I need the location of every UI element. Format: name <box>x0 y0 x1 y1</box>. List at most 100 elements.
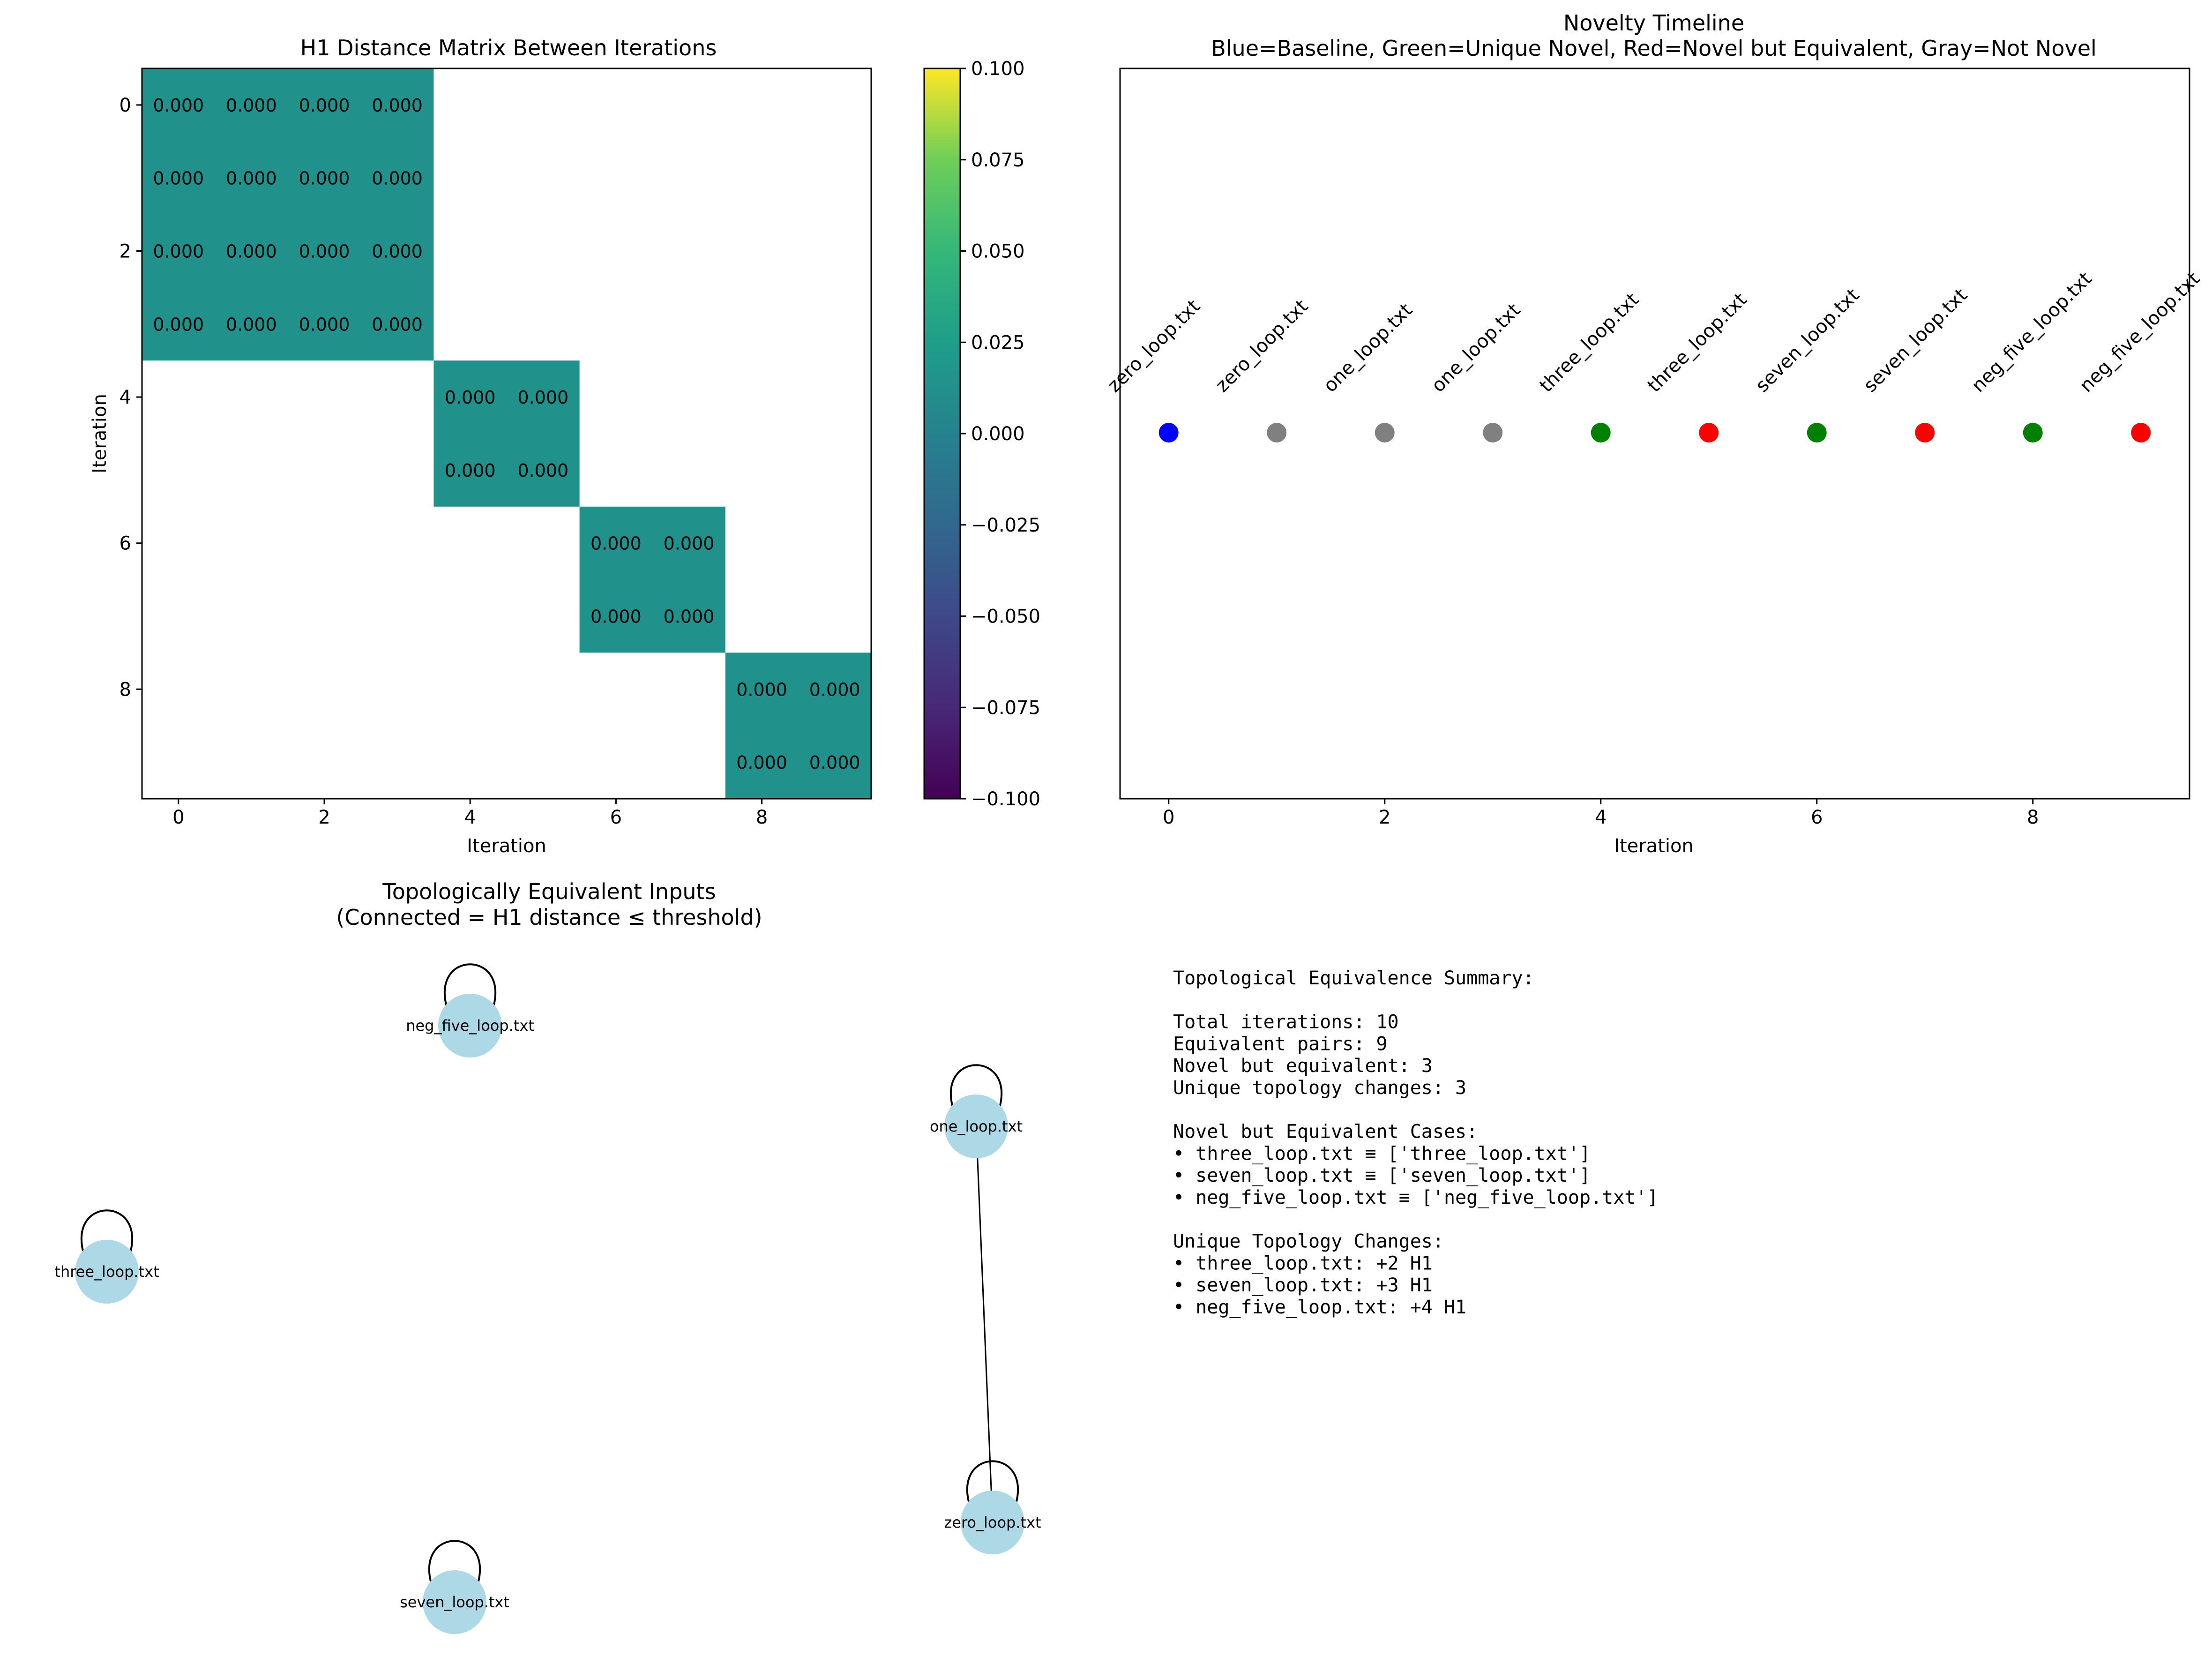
timeline-point-label: zero_loop.txt <box>1211 296 1313 397</box>
colorbar-tick-label: −0.100 <box>971 788 1040 810</box>
summary-line: Unique topology changes: 3 <box>1173 1077 1466 1099</box>
summary-line: Total iterations: 10 <box>1173 1012 1399 1033</box>
graph-self-loop <box>950 1064 1002 1114</box>
heatmap-y-tick-label: 8 <box>120 679 131 700</box>
heatmap-y-tick-label: 6 <box>120 533 131 555</box>
timeline-x-tick-label: 2 <box>1379 807 1390 828</box>
heatmap-cell-label: 0.000 <box>736 679 787 700</box>
heatmap-cell-label: 0.000 <box>226 168 277 189</box>
graph-node-label: neg_five_loop.txt <box>406 1017 534 1035</box>
summary-line: Novel but Equivalent Cases: <box>1173 1121 1478 1143</box>
summary-line: • neg_five_loop.txt ≡ ['neg_five_loop.tx… <box>1173 1187 1659 1208</box>
graph-nodes: neg_five_loop.txt one_loop.txt three_loop.… <box>54 994 1041 1634</box>
timeline-point-equivalent <box>1915 423 1935 442</box>
graph-self-loop <box>966 1460 1019 1510</box>
heatmap-x-tick-label: 2 <box>318 807 330 828</box>
heatmap-cell-label: 0.000 <box>590 607 642 627</box>
timeline-point-label: neg_five_loop.txt <box>1967 268 2096 397</box>
heatmap-y-tick-label: 2 <box>120 241 131 262</box>
heatmap-y-tick-label: 0 <box>120 95 131 116</box>
timeline-point-unique <box>2023 423 2043 442</box>
timeline-point-label: seven_loop.txt <box>1751 285 1863 397</box>
heatmap-block-3 <box>725 652 871 799</box>
heatmap-title: H1 Distance Matrix Between Iterations <box>300 35 717 60</box>
heatmap-cell-label: 0.000 <box>809 679 860 700</box>
colorbar-tick-label: 0.000 <box>971 423 1025 445</box>
heatmap-cell-label: 0.000 <box>517 460 568 481</box>
timeline-point-unique <box>1591 423 1611 442</box>
timeline-point-label: three_loop.txt <box>1644 289 1751 397</box>
summary-line: • three_loop.txt ≡ ['three_loop.txt'] <box>1173 1143 1591 1164</box>
heatmap-cell-label: 0.000 <box>153 241 204 262</box>
heatmap-cell-label: 0.000 <box>445 387 496 408</box>
timeline-point-not_novel <box>1267 423 1287 442</box>
heatmap-cell-label: 0.000 <box>372 241 423 262</box>
timeline-point-unique <box>1807 423 1827 442</box>
heatmap-x-label: Iteration <box>467 835 546 857</box>
timeline-point-label: neg_five_loop.txt <box>2076 268 2204 397</box>
heatmap-cell-label: 0.000 <box>372 314 423 335</box>
heatmap-cell-label: 0.000 <box>299 168 350 189</box>
graph-node <box>423 1570 486 1634</box>
timeline-point-equivalent <box>2131 423 2151 442</box>
heatmap-y-ticks: 0 2 4 6 8 <box>120 95 142 700</box>
heatmap-y-label: Iteration <box>89 394 111 473</box>
graph-node <box>944 1095 1008 1158</box>
heatmap-cell-label: 0.000 <box>664 607 715 627</box>
heatmap-cell-label: 0.000 <box>372 95 423 116</box>
graph-node-label: seven_loop.txt <box>400 1593 509 1611</box>
heatmap-cell-label: 0.000 <box>664 533 715 554</box>
graph-panel: Topologically Equivalent Inputs (Connect… <box>54 879 1041 1634</box>
graph-self-loop <box>428 1540 481 1590</box>
heatmap-cell-label: 0.000 <box>736 752 787 773</box>
colorbar-tick-label: 0.075 <box>971 150 1025 171</box>
graph-node-label: three_loop.txt <box>54 1263 159 1281</box>
heatmap-cells <box>142 68 871 799</box>
heatmap-x-tick-label: 0 <box>172 807 184 828</box>
heatmap-cell-label: 0.000 <box>153 314 204 335</box>
heatmap-cell-label: 0.000 <box>445 460 496 481</box>
graph-node-label: one_loop.txt <box>930 1117 1023 1135</box>
colorbar-tick-label: −0.025 <box>971 515 1040 536</box>
timeline-point-label: zero_loop.txt <box>1103 296 1204 397</box>
heatmap-cell-label: 0.000 <box>299 241 350 262</box>
heatmap-panel: H1 Distance Matrix Between Iterations 0.… <box>89 35 1040 857</box>
heatmap-x-tick-label: 8 <box>756 807 768 828</box>
heatmap-y-tick-label: 4 <box>120 387 131 408</box>
timeline-point-labels: zero_loop.txt zero_loop.txt one_loop.txt on… <box>1103 268 2204 397</box>
graph-title: Topologically Equivalent Inputs <box>382 879 716 904</box>
timeline-point-label: one_loop.txt <box>1427 299 1525 397</box>
timeline-point-not_novel <box>1375 423 1395 442</box>
heatmap-block-0 <box>142 68 434 361</box>
timeline-x-tick-label: 0 <box>1163 807 1174 828</box>
summary-line: Topological Equivalence Summary: <box>1173 967 1534 989</box>
timeline-point-label: one_loop.txt <box>1319 299 1417 397</box>
heatmap-frame <box>141 67 872 800</box>
graph-node-label: zero_loop.txt <box>944 1514 1041 1531</box>
timeline-frame <box>1119 67 2190 800</box>
timeline-title: Novelty Timeline <box>1563 10 1744 36</box>
colorbar <box>924 68 960 799</box>
heatmap-x-tick-label: 4 <box>464 807 476 828</box>
summary-line: • seven_loop.txt ≡ ['seven_loop.txt'] <box>1173 1165 1591 1186</box>
colorbar-ticks: 0.100 0.075 0.050 0.025 0.000 −0.025 −0.050 −0.… <box>960 58 1040 810</box>
timeline-points <box>1158 423 2151 442</box>
heatmap-cell-label: 0.000 <box>517 387 568 408</box>
timeline-x-label: Iteration <box>1614 835 1694 857</box>
summary-line: Novel but equivalent: 3 <box>1173 1055 1433 1077</box>
heatmap-cell-label: 0.000 <box>226 314 277 335</box>
timeline-point-not_novel <box>1483 423 1503 442</box>
graph-edges <box>81 963 1019 1590</box>
heatmap-block-2 <box>579 506 725 653</box>
timeline-x-tick-label: 8 <box>2027 807 2039 828</box>
graph-node <box>438 994 502 1057</box>
timeline-x-tick-label: 4 <box>1595 807 1607 828</box>
colorbar-tick-label: 0.100 <box>971 58 1025 80</box>
graph-self-loop <box>81 1209 133 1259</box>
timeline-panel: Novelty Timeline Blue=Baseline, Green=Un… <box>1103 10 2204 857</box>
timeline-x-tick-label: 6 <box>1811 807 1823 828</box>
heatmap-cell-label: 0.000 <box>590 533 642 554</box>
heatmap-cell-label: 0.000 <box>226 95 277 116</box>
timeline-point-label: seven_loop.txt <box>1860 285 1972 397</box>
